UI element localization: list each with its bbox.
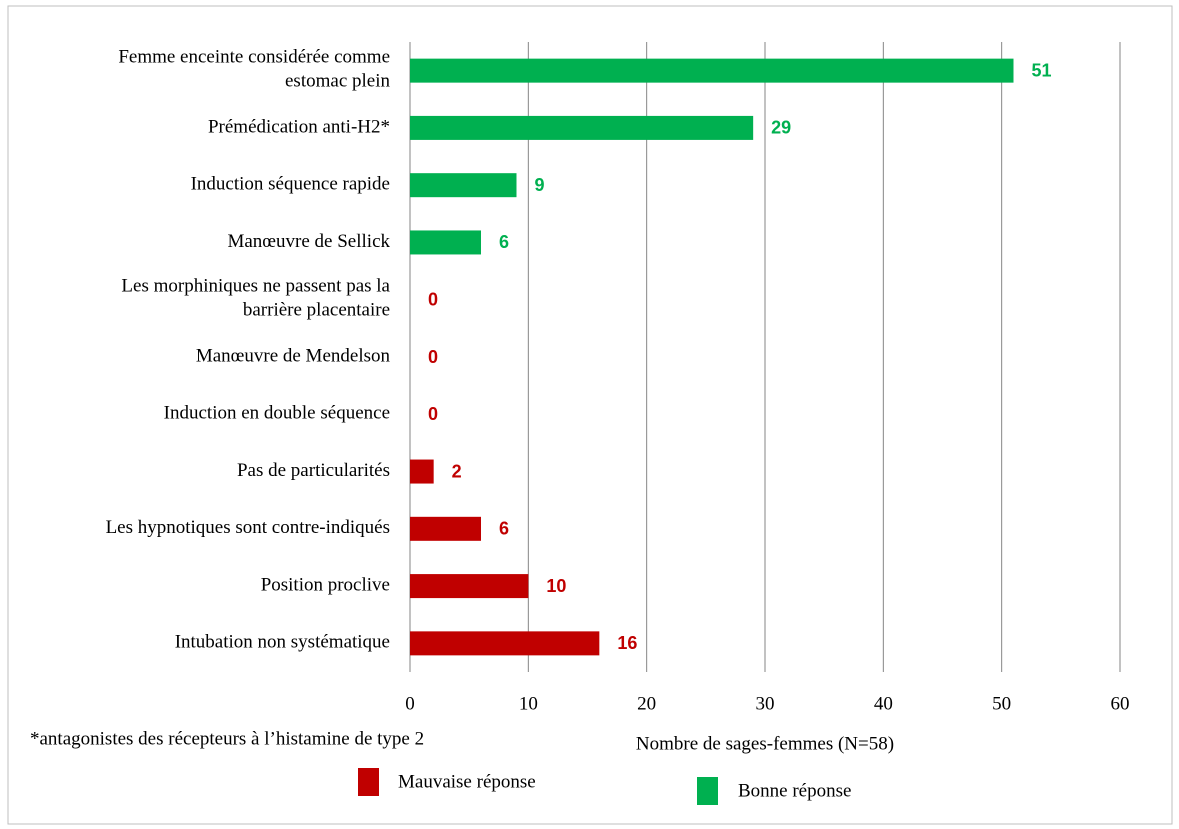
y-tick-label: Intubation non systématique: [175, 632, 390, 653]
x-tick-label: 30: [756, 693, 775, 714]
bar: [410, 58, 1014, 83]
x-tick-label: 60: [1111, 693, 1130, 714]
y-tick-label: Les morphiniques ne passent pas la barriè…: [121, 276, 390, 321]
bar: [410, 115, 754, 140]
bar: [410, 574, 529, 599]
y-tick-label: Prémédication anti-H2*: [208, 116, 390, 137]
x-axis-label: Nombre de sages-femmes (N=58): [636, 733, 894, 754]
legend-swatch: [358, 768, 379, 796]
y-tick-label: Les hypnotiques sont contre-indiqués: [106, 517, 390, 538]
value-label: 2: [452, 461, 462, 481]
chart-border: [7, 5, 1173, 825]
value-label: 29: [771, 118, 791, 138]
x-tick-label: 40: [874, 693, 893, 714]
legend-swatch: [697, 777, 718, 805]
y-tick-label: Induction séquence rapide: [191, 174, 390, 195]
value-label: 6: [499, 232, 509, 252]
value-label: 6: [499, 519, 509, 539]
legend-label: Bonne réponse: [738, 780, 851, 801]
value-label: 0: [428, 404, 438, 424]
x-tick-label: 10: [519, 693, 538, 714]
bar: [410, 459, 434, 484]
value-label: 16: [617, 633, 637, 653]
x-tick-label: 0: [405, 693, 415, 714]
value-label: 51: [1032, 60, 1052, 80]
y-tick-label: Manœuvre de Mendelson: [196, 345, 391, 366]
bar: [410, 631, 600, 656]
y-tick-label: Pas de particularités: [237, 460, 390, 481]
x-tick-label: 50: [992, 693, 1011, 714]
value-label: 0: [428, 289, 438, 309]
bar: [410, 173, 517, 198]
value-label: 0: [428, 347, 438, 367]
footnote: *antagonistes des récepteurs à l’histami…: [30, 728, 424, 749]
y-tick-label: Femme enceinte considérée comme estomac p…: [118, 47, 390, 92]
value-label: 10: [546, 576, 566, 596]
bar: [410, 230, 481, 255]
x-tick-label: 20: [637, 693, 656, 714]
y-tick-label: Manœuvre de Sellick: [227, 231, 390, 252]
y-tick-label: Position proclive: [261, 574, 390, 595]
value-label: 9: [535, 175, 545, 195]
y-tick-label: Induction en double séquence: [164, 403, 390, 424]
legend-label: Mauvaise réponse: [398, 771, 536, 792]
bar: [410, 516, 481, 541]
